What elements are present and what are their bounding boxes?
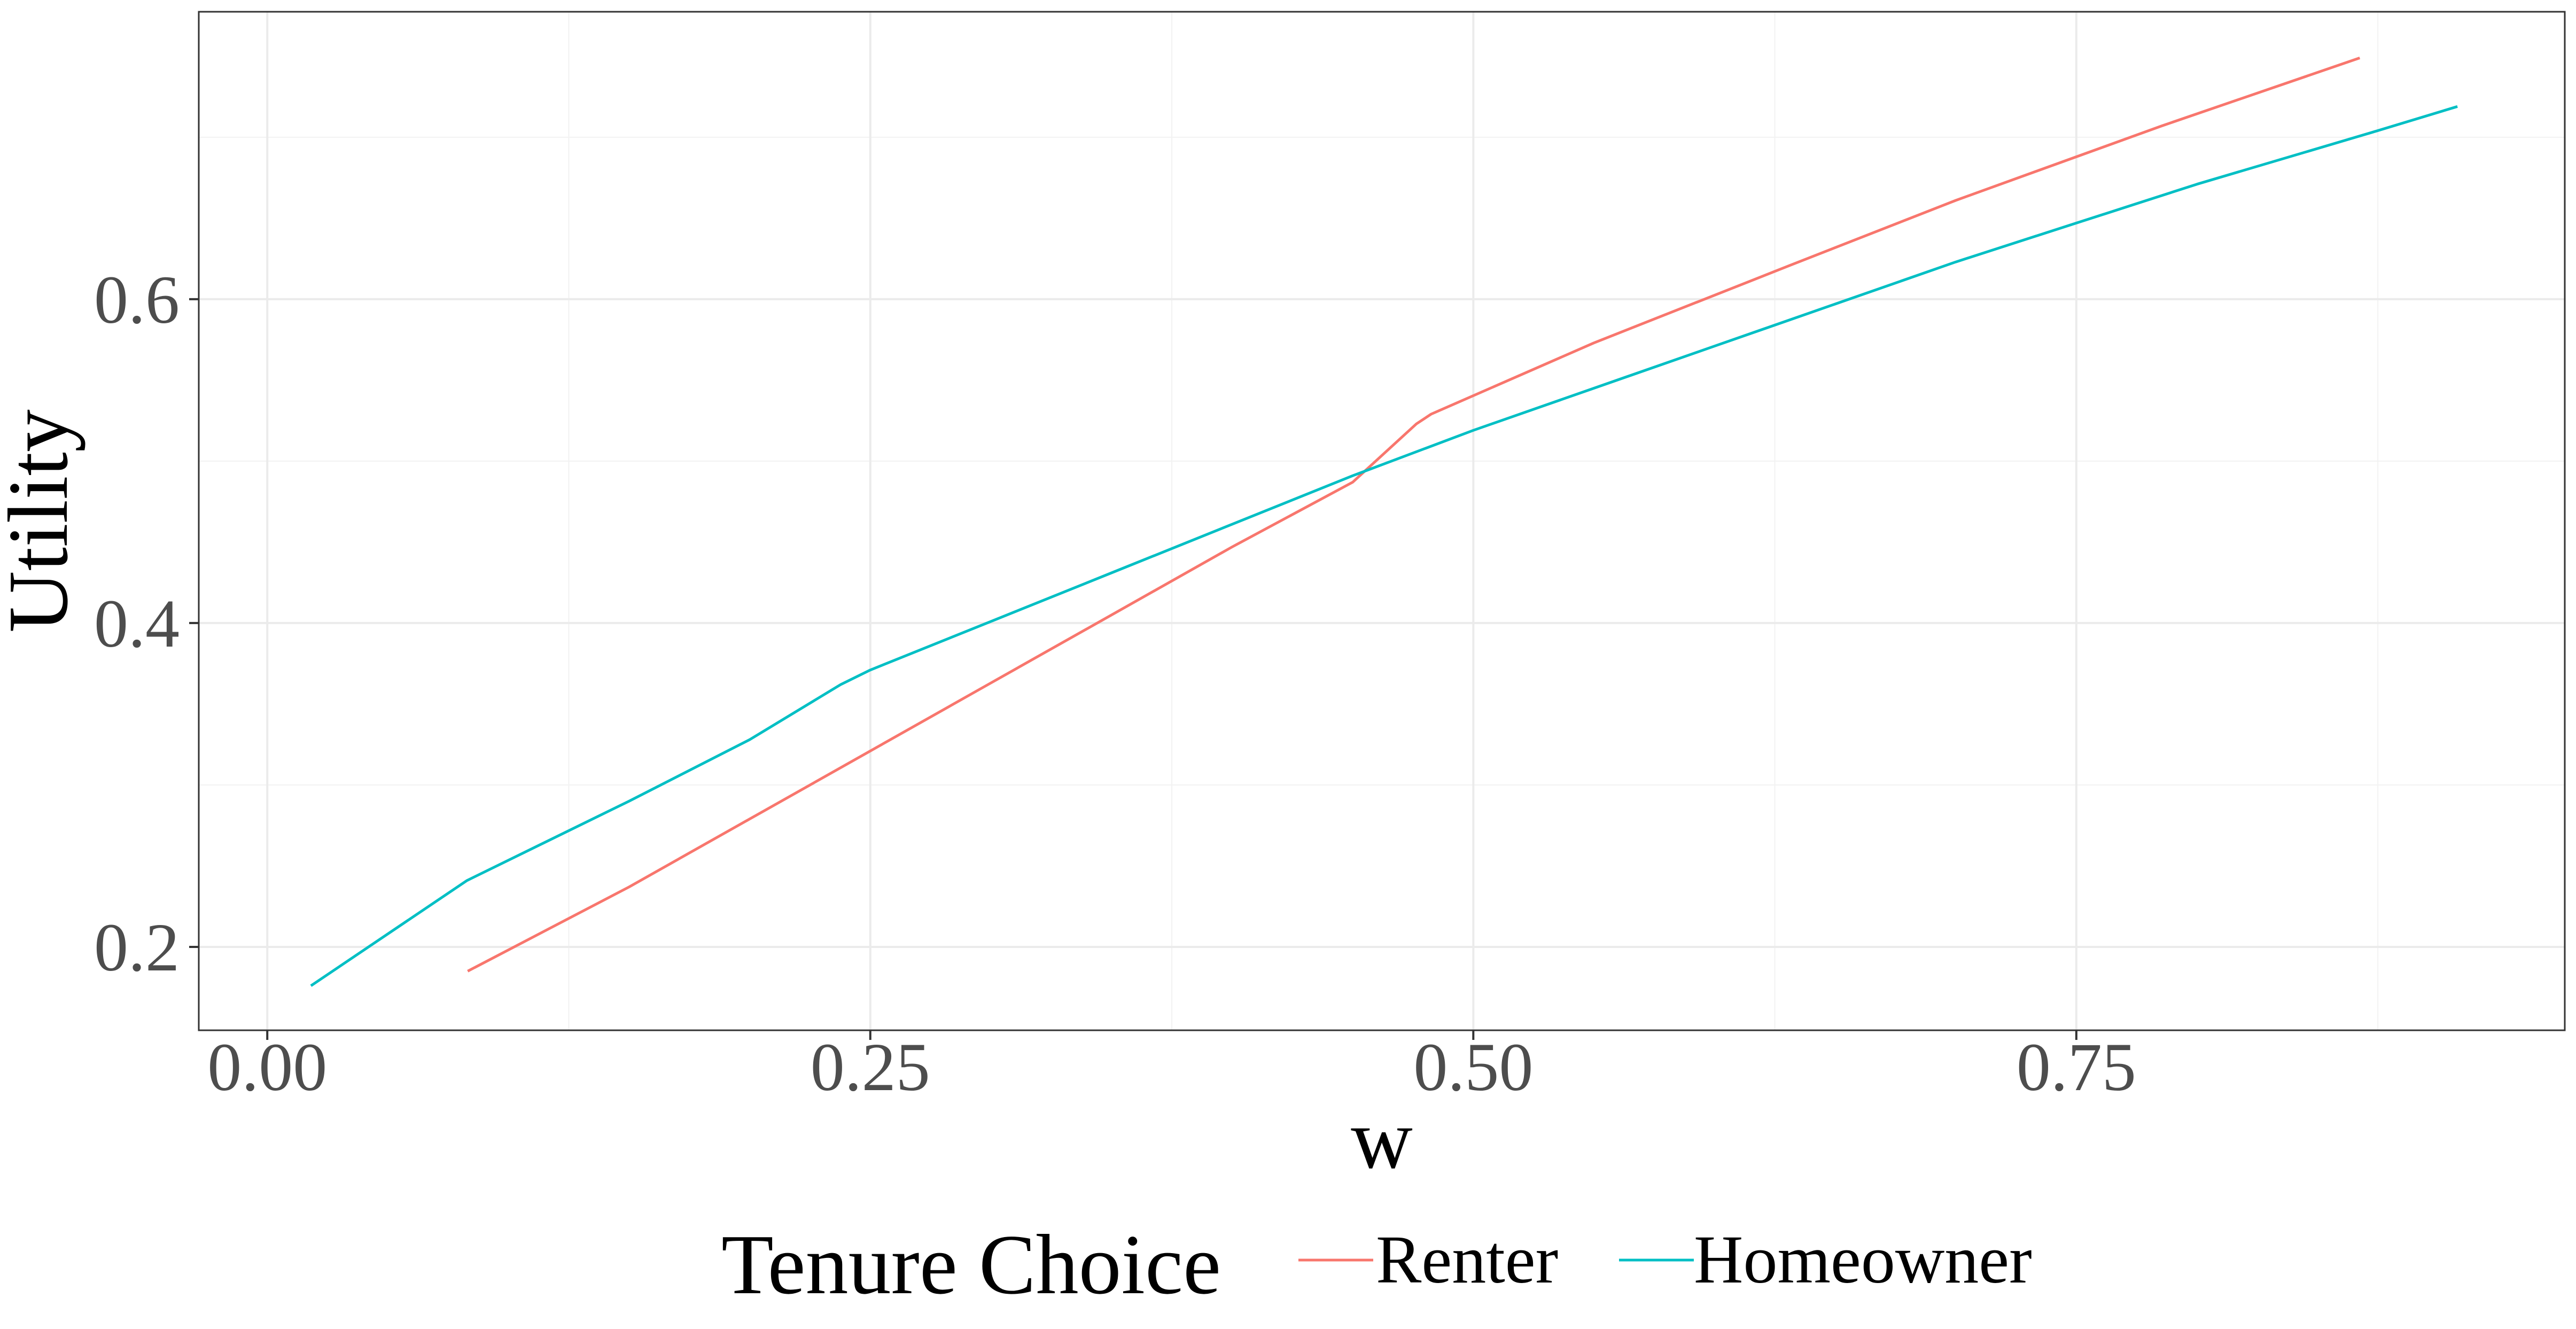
x-tick-label: 0.50 (1413, 1029, 1533, 1105)
legend: Tenure Choice Renter Homeowner (721, 1217, 2032, 1312)
legend-title: Tenure Choice (721, 1217, 1221, 1312)
plot-panel-border (198, 11, 2566, 1031)
x-axis: 0.00 0.25 0.50 0.75 (207, 1029, 2136, 1105)
y-tick-label: 0.4 (94, 586, 180, 662)
legend-label-renter: Renter (1376, 1222, 1558, 1297)
legend-label-homeowner: Homeowner (1694, 1222, 2032, 1297)
y-tick-label: 0.2 (94, 910, 180, 985)
x-tick-label: 0.75 (2017, 1029, 2136, 1105)
x-axis-title: w (1351, 1091, 1413, 1186)
y-tick-label: 0.6 (94, 262, 180, 338)
series-line-renter (467, 57, 2361, 973)
x-tick-label: 0.00 (207, 1029, 327, 1105)
legend-items: Renter Homeowner (1298, 1222, 2032, 1297)
major-gridlines (199, 12, 2565, 1030)
x-tick-label: 0.25 (811, 1029, 930, 1105)
series-lines (310, 57, 2458, 987)
minor-gridlines (199, 12, 2565, 1030)
series-line-homeowner (310, 105, 2458, 987)
y-axis-title: Utility (0, 409, 85, 633)
y-axis: 0.2 0.4 0.6 (94, 262, 199, 985)
